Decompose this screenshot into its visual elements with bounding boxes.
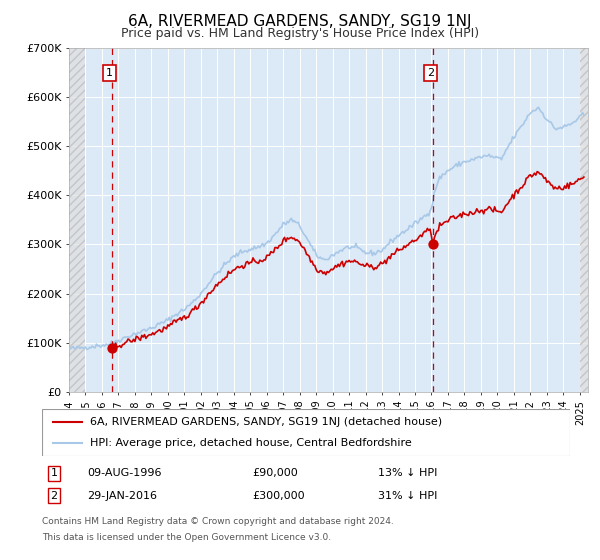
Text: 1: 1: [106, 68, 113, 78]
Text: 1: 1: [50, 468, 58, 478]
Text: 29-JAN-2016: 29-JAN-2016: [87, 491, 157, 501]
Text: £90,000: £90,000: [252, 468, 298, 478]
Text: Contains HM Land Registry data © Crown copyright and database right 2024.: Contains HM Land Registry data © Crown c…: [42, 517, 394, 526]
Point: [107, 343, 117, 352]
Text: Price paid vs. HM Land Registry's House Price Index (HPI): Price paid vs. HM Land Registry's House …: [121, 27, 479, 40]
Text: £300,000: £300,000: [252, 491, 305, 501]
Text: 31% ↓ HPI: 31% ↓ HPI: [378, 491, 437, 501]
Text: 6A, RIVERMEAD GARDENS, SANDY, SG19 1NJ: 6A, RIVERMEAD GARDENS, SANDY, SG19 1NJ: [128, 14, 472, 29]
Text: 6A, RIVERMEAD GARDENS, SANDY, SG19 1NJ (detached house): 6A, RIVERMEAD GARDENS, SANDY, SG19 1NJ (…: [89, 417, 442, 427]
Polygon shape: [580, 48, 588, 392]
Point: [428, 240, 437, 249]
Text: HPI: Average price, detached house, Central Bedfordshire: HPI: Average price, detached house, Cent…: [89, 438, 411, 448]
Text: 2: 2: [50, 491, 58, 501]
FancyBboxPatch shape: [42, 409, 570, 456]
Text: 09-AUG-1996: 09-AUG-1996: [87, 468, 161, 478]
Polygon shape: [69, 48, 85, 392]
Text: 2: 2: [427, 68, 434, 78]
Text: 13% ↓ HPI: 13% ↓ HPI: [378, 468, 437, 478]
Text: This data is licensed under the Open Government Licence v3.0.: This data is licensed under the Open Gov…: [42, 533, 331, 542]
